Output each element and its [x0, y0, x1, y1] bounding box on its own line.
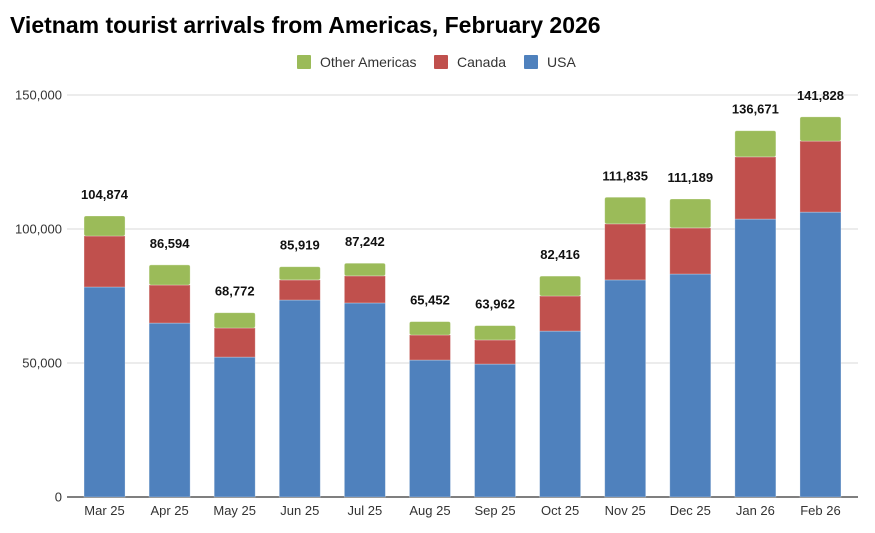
bar-segment-canada: [669, 227, 712, 275]
bar-segment-usa: [604, 279, 647, 498]
bar-segment-other-americas: [474, 325, 516, 341]
bar-segment-usa: [213, 356, 256, 498]
total-data-label: 68,772: [215, 284, 255, 299]
bar-segment-other-americas: [343, 262, 386, 277]
bar-segment-other-americas: [213, 312, 256, 329]
x-tick-label: Aug 25: [409, 503, 450, 518]
bar-segment-canada: [409, 334, 451, 361]
legend-label: Other Americas: [320, 54, 416, 70]
x-tick-label: Jan 26: [736, 503, 775, 518]
x-tick-label: Jun 25: [280, 503, 319, 518]
bar-segment-canada: [474, 339, 516, 365]
y-tick-label: 150,000: [15, 88, 62, 103]
bar-segment-usa: [148, 322, 191, 498]
bar-segment-other-americas: [539, 275, 582, 297]
bar-segment-canada: [604, 223, 647, 281]
legend-swatch-other-americas: [297, 55, 311, 69]
x-tick-label: Dec 25: [670, 503, 711, 518]
legend-swatch-usa: [524, 55, 538, 69]
total-data-label: 86,594: [150, 236, 191, 251]
total-data-label: 65,452: [410, 293, 450, 308]
bar-segment-other-americas: [148, 264, 191, 286]
x-tick-label: Mar 25: [84, 503, 124, 518]
bar-segment-other-americas: [734, 130, 777, 158]
bar-segment-usa: [83, 286, 126, 498]
bar-segment-canada: [213, 327, 256, 358]
x-tick-label: Jul 25: [348, 503, 383, 518]
legend-label: Canada: [457, 54, 506, 70]
bar-segment-canada: [278, 279, 321, 301]
legend-label: USA: [547, 54, 576, 70]
bar-segment-canada: [734, 156, 777, 220]
bar-segment-usa: [799, 211, 842, 498]
y-tick-label: 0: [55, 490, 62, 505]
bar-segment-other-americas: [409, 321, 451, 336]
bar-segment-other-americas: [278, 266, 321, 281]
bar-segment-other-americas: [83, 215, 126, 237]
total-data-label: 111,189: [668, 170, 714, 185]
total-data-label: 111,835: [602, 168, 648, 183]
bar-segment-usa: [343, 302, 386, 498]
y-tick-label: 100,000: [15, 222, 62, 237]
x-tick-label: Feb 26: [800, 503, 840, 518]
x-tick-label: May 25: [213, 503, 256, 518]
total-data-label: 85,919: [280, 238, 320, 253]
bar-segment-usa: [409, 359, 451, 498]
bar-segment-canada: [343, 275, 386, 304]
x-tick-label: Oct 25: [541, 503, 579, 518]
x-tick-label: Sep 25: [474, 503, 515, 518]
bar-segment-other-americas: [669, 198, 712, 229]
bar-segment-canada: [148, 284, 191, 324]
bar-segment-usa: [278, 299, 321, 498]
total-data-label: 104,874: [81, 187, 129, 202]
total-data-label: 82,416: [540, 247, 580, 262]
bar-segment-usa: [474, 363, 516, 498]
bar-segment-usa: [539, 330, 582, 498]
x-tick-label: Nov 25: [605, 503, 646, 518]
bar-segment-other-americas: [799, 116, 842, 142]
legend-swatch-canada: [434, 55, 448, 69]
total-data-label: 63,962: [475, 297, 515, 312]
total-data-label: 136,671: [732, 102, 779, 117]
bar-segment-canada: [539, 295, 582, 332]
y-tick-label: 50,000: [22, 356, 62, 371]
bar-segment-canada: [83, 235, 126, 288]
total-data-label: 141,828: [797, 88, 844, 103]
bar-segment-other-americas: [604, 196, 647, 225]
bar-segment-canada: [799, 140, 842, 213]
x-tick-label: Apr 25: [150, 503, 188, 518]
chart-title: Vietnam tourist arrivals from Americas, …: [10, 12, 601, 38]
bar-segment-usa: [734, 218, 777, 498]
bar-segment-usa: [669, 273, 712, 498]
total-data-label: 87,242: [345, 234, 385, 249]
